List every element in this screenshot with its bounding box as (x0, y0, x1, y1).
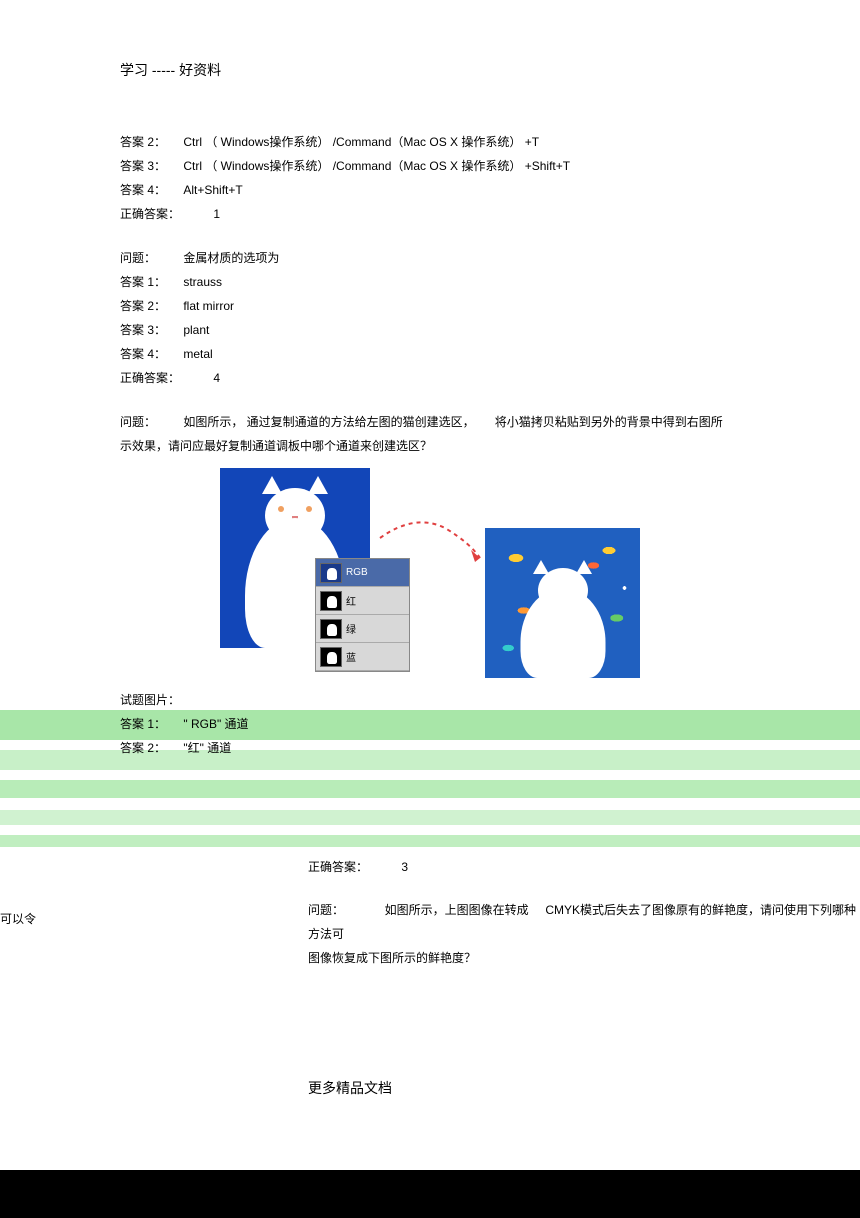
channel-thumb-icon (320, 563, 342, 583)
answer-text: metal (183, 342, 212, 366)
question-text: 金属材质的选项为 (183, 251, 279, 265)
question-4-block: 问题： 如图所示，上图图像在转成 CMYK模式后失去了图像原有的鲜艳度，请问使用… (308, 898, 860, 970)
answer-row: 答案 4： metal (120, 342, 740, 366)
channel-label: 绿 (346, 621, 409, 636)
trial-image-label: 试题图片： (120, 688, 740, 712)
question-row: 问题： 金属材质的选项为 (120, 246, 740, 270)
answer-text: strauss (183, 270, 222, 294)
correct-answer-row: 正确答案： 4 (120, 366, 740, 390)
channel-label: RGB (346, 567, 409, 578)
answer-text: " RGB" 通道 (183, 712, 248, 736)
answer-text: plant (183, 318, 209, 342)
question-text: 示效果，请问应最好复制通道调板中哪个通道来创建选区？ (120, 439, 432, 453)
channel-row-red: 红 (316, 587, 409, 615)
answer-text: "红" 通道 (183, 736, 231, 760)
page-header: 学习 ----- 好资料 (120, 60, 740, 80)
answer-label: 答案 4： (120, 342, 180, 366)
answer-row: 答案 3： Ctrl （ Windows操作系统） /Command（Mac O… (120, 154, 740, 178)
question-text: 如图所示， 通过复制通道的方法给左图的猫创建选区， (183, 415, 474, 429)
question-1-block: 答案 2： Ctrl （ Windows操作系统） /Command（Mac O… (120, 130, 740, 226)
correct-label: 正确答案： (120, 366, 210, 390)
shifted-correct-answer: 正确答案： 3 (308, 855, 860, 879)
question-image-row: RGB 红 绿 蓝 (220, 468, 740, 678)
correct-value: 3 (401, 860, 408, 874)
bottom-black-bar (0, 1170, 860, 1218)
channel-row-rgb: RGB (316, 559, 409, 587)
cat-eye-icon (306, 506, 312, 512)
left-text-fragment: 可以令 (0, 910, 36, 927)
answer-text: Ctrl （ Windows操作系统） /Command（Mac OS X 操作… (183, 130, 539, 154)
channel-row-green: 绿 (316, 615, 409, 643)
channel-panel: RGB 红 绿 蓝 (315, 558, 410, 672)
answer-label: 答案 3： (120, 318, 180, 342)
answer-label: 答案 1： (120, 270, 180, 294)
answer-label: 答案 2： (120, 130, 180, 154)
cat-eye-icon (278, 506, 284, 512)
answer-row: 答案 1： strauss (120, 270, 740, 294)
correct-label: 正确答案： (120, 202, 210, 226)
corruption-band (0, 835, 860, 847)
answer-row: 答案 1： " RGB" 通道 (120, 712, 740, 736)
corruption-band (0, 810, 860, 825)
channel-thumb-icon (320, 591, 342, 611)
answer-row: 答案 2： flat mirror (120, 294, 740, 318)
correct-answer-row: 正确答案： 1 (120, 202, 740, 226)
question-2-block: 问题： 金属材质的选项为 答案 1： strauss 答案 2： flat mi… (120, 246, 740, 390)
channel-label: 蓝 (346, 649, 409, 664)
cat-ear-icon (576, 560, 592, 574)
answer-row: 答案 2： "红" 通道 (120, 736, 740, 760)
answer-label: 答案 2： (120, 736, 180, 760)
channel-label: 红 (346, 593, 409, 608)
answer-text: Ctrl （ Windows操作系统） /Command（Mac OS X 操作… (183, 154, 570, 178)
question-label: 问题： (120, 246, 180, 270)
question-text: 将小猫拷贝粘贴到另外的背景中得到右图所 (495, 415, 723, 429)
question-text: 如图所示，上图图像在转成 (385, 903, 529, 917)
question-3-block: 问题： 如图所示， 通过复制通道的方法给左图的猫创建选区， 将小猫拷贝粘贴到另外… (120, 410, 740, 760)
question-row: 问题： 如图所示， 通过复制通道的方法给左图的猫创建选区， 将小猫拷贝粘贴到另外… (120, 410, 740, 434)
page-footer: 更多精品文档 (308, 1078, 392, 1098)
question-row-2: 示效果，请问应最好复制通道调板中哪个通道来创建选区？ (120, 434, 740, 458)
channel-thumb-icon (320, 647, 342, 667)
answer-label: 答案 1： (120, 712, 180, 736)
answer-label: 答案 3： (120, 154, 180, 178)
correct-value: 1 (213, 207, 220, 221)
cat-image-right (485, 528, 640, 678)
correct-value: 4 (213, 371, 220, 385)
answer-label: 答案 4： (120, 178, 180, 202)
answer-text: flat mirror (183, 294, 234, 318)
question-label: 问题： (120, 410, 180, 434)
answer-row: 答案 2： Ctrl （ Windows操作系统） /Command（Mac O… (120, 130, 740, 154)
answer-row: 答案 4： Alt+Shift+T (120, 178, 740, 202)
correct-label: 正确答案： (308, 855, 398, 879)
answer-row: 答案 3： plant (120, 318, 740, 342)
channel-row-blue: 蓝 (316, 643, 409, 671)
channel-thumb-icon (320, 619, 342, 639)
answer-label: 答案 2： (120, 294, 180, 318)
question-text: 图像恢复成下图所示的鲜艳度？ (308, 946, 860, 970)
answer-text: Alt+Shift+T (183, 178, 242, 202)
question-label: 问题： (308, 898, 368, 922)
